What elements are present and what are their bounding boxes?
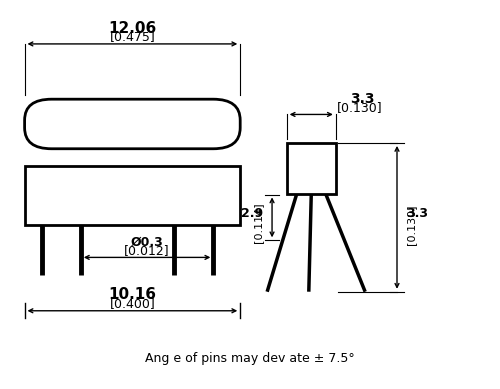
Text: 12.06: 12.06 [108,21,156,35]
Text: [0.130]: [0.130] [406,205,416,245]
Text: [0.130]: [0.130] [337,101,383,114]
Text: 10.16: 10.16 [108,287,156,302]
Bar [287,143,336,194]
Text: [0.012]: [0.012] [124,244,170,257]
Text: [0.114]: [0.114] [253,203,263,244]
Text: Ø0.3: Ø0.3 [130,236,164,249]
Text: [0.400]: [0.400] [110,297,156,310]
Text: 2.9: 2.9 [241,207,263,220]
Text: 3.3: 3.3 [406,207,428,220]
Text: 3.3: 3.3 [350,92,375,106]
Bar [24,166,240,225]
FancyBboxPatch shape [24,99,240,149]
Text: [0.475]: [0.475] [110,30,156,43]
Text: Ang e of pins may dev ate ± 7.5°: Ang e of pins may dev ate ± 7.5° [145,352,355,365]
